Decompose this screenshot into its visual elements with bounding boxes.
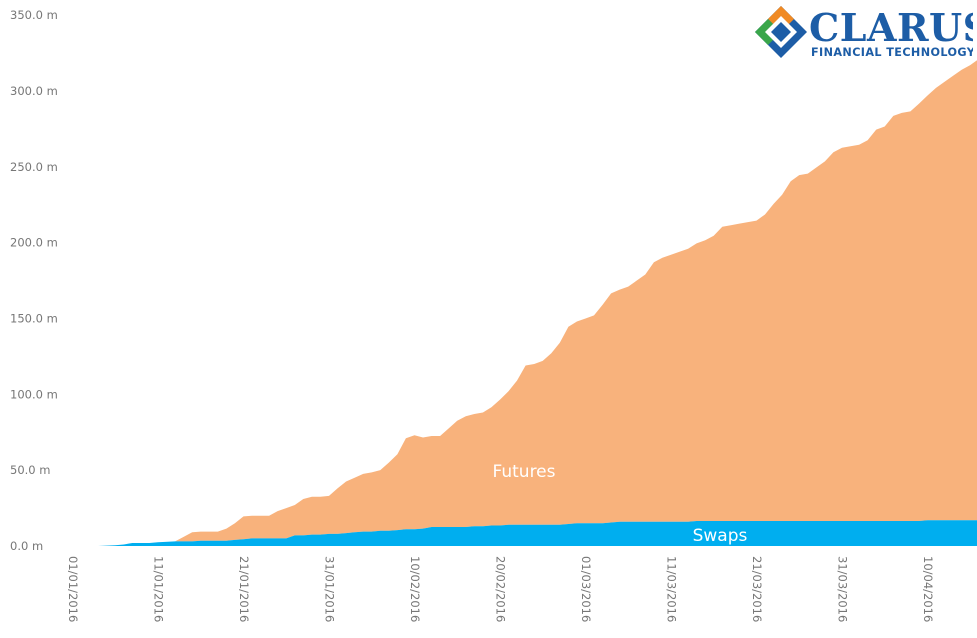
x-tick-label: 21/03/2016 xyxy=(750,556,764,622)
brand-name: CLARUS xyxy=(809,5,973,50)
x-axis: 01/01/2016 11/01/2016 21/01/2016 31/01/2016… xyxy=(66,556,935,622)
y-tick-label: 250.0 m xyxy=(10,160,58,174)
y-tick-label: 350.0 m xyxy=(10,8,58,22)
x-tick-label: 10/02/2016 xyxy=(408,556,422,622)
x-tick-label: 31/03/2016 xyxy=(836,556,850,622)
x-tick-label: 11/03/2016 xyxy=(665,556,679,622)
x-tick-label: 20/02/2016 xyxy=(494,556,508,622)
y-tick-label: 100.0 m xyxy=(10,387,58,401)
swaps-series-label: Swaps xyxy=(693,526,748,546)
y-tick-label: 200.0 m xyxy=(10,236,58,250)
y-tick-label: 150.0 m xyxy=(10,311,58,325)
futures-area xyxy=(98,60,977,546)
x-tick-label: 01/03/2016 xyxy=(579,556,593,622)
x-tick-label: 10/04/2016 xyxy=(921,556,935,622)
x-tick-label: 21/01/2016 xyxy=(237,556,251,622)
clarus-logo: CLARUS FINANCIAL TECHNOLOGY xyxy=(755,5,973,59)
y-axis: 0.0 m 50.0 m 100.0 m 150.0 m 200.0 m 250.0 m 3… xyxy=(10,8,58,553)
brand-tagline: FINANCIAL TECHNOLOGY xyxy=(811,46,973,59)
series-areas xyxy=(98,60,977,546)
clarus-diamond-icon xyxy=(755,6,807,58)
y-tick-label: 50.0 m xyxy=(10,463,50,477)
y-tick-label: 300.0 m xyxy=(10,84,58,98)
x-tick-label: 01/01/2016 xyxy=(66,556,80,622)
x-tick-label: 31/01/2016 xyxy=(323,556,337,622)
swaps-area xyxy=(98,520,977,546)
y-tick-label: 0.0 m xyxy=(10,539,43,553)
futures-series-label: Futures xyxy=(493,462,556,482)
x-tick-label: 11/01/2016 xyxy=(152,556,166,622)
